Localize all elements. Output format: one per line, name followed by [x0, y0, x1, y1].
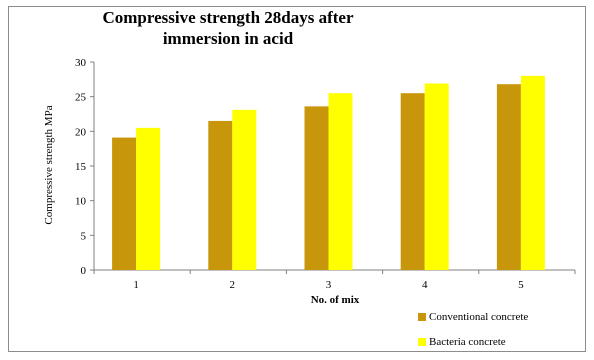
bars [112, 75, 545, 270]
bar-bacteria-mix-3 [328, 93, 353, 270]
chart-frame [8, 6, 586, 352]
bar-conventional-mix-5 [496, 84, 521, 270]
chart-title-line-1: Compressive strength 28days after [102, 8, 353, 27]
x-tick-label: 3 [326, 279, 332, 291]
bar-conventional-mix-1 [112, 137, 137, 270]
legend-swatch-conventional [418, 313, 426, 321]
bar-conventional-mix-3 [304, 106, 329, 270]
y-tick-label: 15 [75, 161, 87, 173]
bar-conventional-mix-4 [400, 93, 425, 270]
y-tick-label: 20 [75, 126, 87, 138]
x-tick-label: 5 [518, 279, 524, 291]
x-tick-label: 1 [133, 279, 139, 291]
bar-bacteria-mix-2 [232, 109, 257, 270]
y-tick-label: 5 [81, 230, 87, 242]
y-tick-label: 30 [75, 57, 87, 69]
legend-label-bacteria: Bacteria concrete [429, 336, 506, 348]
x-axis-label: No. of mix [311, 294, 360, 306]
y-tick-label: 25 [75, 92, 87, 104]
y-axis-label: Compressive strength MPa [43, 105, 55, 224]
chart-title-line-2: immersion in acid [163, 29, 294, 48]
legend-swatch-bacteria [418, 338, 426, 346]
y-tick-label: 0 [81, 265, 87, 277]
legend: Conventional concrete Bacteria concrete [418, 311, 528, 348]
x-tick-label: 2 [230, 279, 236, 291]
x-ticks: 1 2 3 4 5 [93, 270, 576, 291]
legend-label-conventional: Conventional concrete [429, 311, 528, 323]
y-ticks: 0 5 10 15 20 25 30 [75, 57, 94, 277]
bar-bacteria-mix-5 [520, 75, 545, 270]
bar-conventional-mix-2 [208, 120, 233, 270]
y-tick-label: 10 [75, 196, 87, 208]
bar-bacteria-mix-1 [136, 127, 161, 270]
bar-bacteria-mix-4 [424, 83, 449, 270]
x-tick-label: 4 [422, 279, 428, 291]
